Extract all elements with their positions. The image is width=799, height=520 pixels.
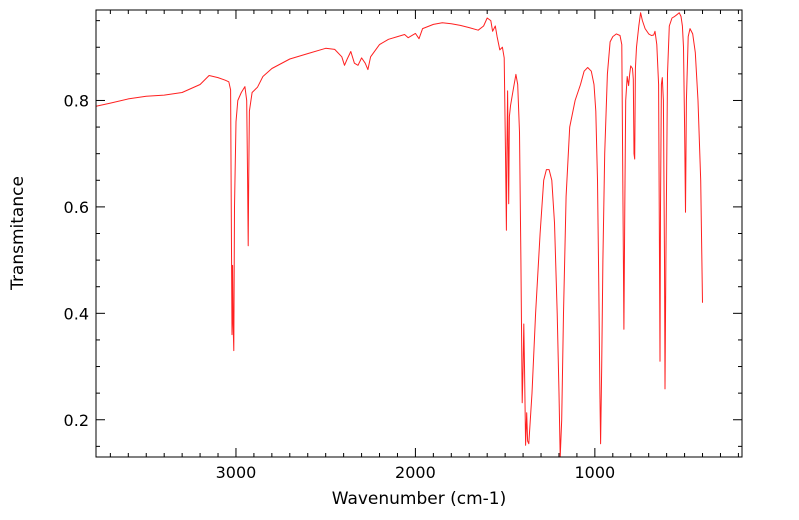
- x-tick-label: 1000: [574, 463, 615, 482]
- y-tick-label: 0.2: [64, 411, 89, 430]
- y-axis-label: Transmitance: [8, 176, 28, 291]
- tick-labels: 3000 2000 1000 0.2 0.4 0.6 0.8: [64, 91, 616, 482]
- x-tick-label: 2000: [395, 463, 436, 482]
- x-axis-label: Wavenumber (cm-1): [332, 489, 507, 509]
- y-tick-label: 0.6: [64, 198, 89, 217]
- plot-frame: [95, 9, 743, 458]
- y-tick-label: 0.8: [64, 91, 89, 110]
- major-ticks: [96, 10, 742, 457]
- spectrum-line: [96, 12, 703, 457]
- y-tick-label: 0.4: [64, 304, 89, 323]
- minor-ticks: [96, 10, 742, 457]
- x-tick-label: 3000: [216, 463, 257, 482]
